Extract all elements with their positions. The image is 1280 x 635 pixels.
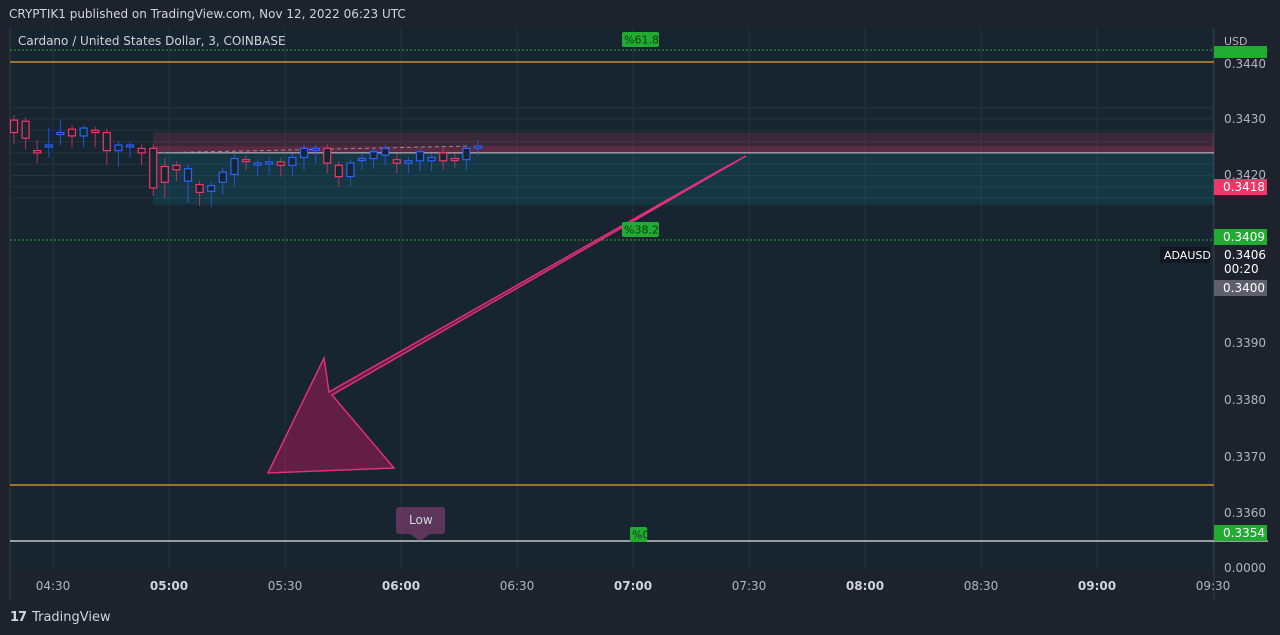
- price-tag-bg: [1214, 229, 1267, 245]
- tradingview-logo[interactable]: 17: [10, 609, 27, 625]
- candle-body[interactable]: [404, 160, 413, 164]
- x-tick-label: 06:00: [382, 579, 420, 593]
- x-tick-label: 05:00: [150, 579, 188, 593]
- candle-body[interactable]: [369, 151, 378, 160]
- candle-body[interactable]: [462, 147, 471, 161]
- candle-body[interactable]: [79, 127, 88, 137]
- candle-body[interactable]: [450, 157, 459, 162]
- candle-body[interactable]: [357, 157, 367, 162]
- entry-projection-line: [154, 145, 467, 154]
- footer: 17 TradingView: [10, 607, 111, 627]
- candle-body[interactable]: [56, 131, 65, 136]
- ticker-badge: ADAUSD: [1164, 249, 1211, 262]
- candle-body[interactable]: [334, 164, 343, 178]
- candle-body[interactable]: [265, 161, 274, 165]
- candle-body[interactable]: [44, 144, 53, 148]
- candle-body[interactable]: [172, 164, 181, 171]
- candle-body[interactable]: [91, 129, 100, 134]
- currency-label: USD: [1224, 35, 1248, 48]
- y-tick-label: 0.3370: [1224, 450, 1266, 464]
- last-price-label: 0.3406: [1224, 248, 1266, 262]
- candle-body[interactable]: [241, 159, 251, 163]
- ticker-badge-bg: [1160, 247, 1210, 263]
- candle-body[interactable]: [230, 157, 239, 175]
- candle-body[interactable]: [439, 152, 448, 162]
- candle-body[interactable]: [160, 165, 169, 183]
- fib-label-382-bg: [622, 222, 659, 237]
- candle-body[interactable]: [21, 120, 30, 139]
- candle-body[interactable]: [323, 147, 332, 164]
- fib-618-price-tag: [1214, 46, 1267, 58]
- candle-body[interactable]: [381, 147, 390, 156]
- x-tick-label: 07:00: [614, 579, 652, 593]
- candle-body[interactable]: [392, 159, 401, 164]
- publisher-text: CRYPTIK1 published on TradingView.com, N…: [9, 7, 406, 21]
- price-tag-label: 0.3418: [1223, 180, 1265, 194]
- low-callout-bg[interactable]: [396, 507, 445, 534]
- candle-body[interactable]: [299, 147, 309, 159]
- short-target-zone[interactable]: [153, 152, 1214, 205]
- x-tick-label: 05:30: [268, 579, 303, 593]
- fib-label-618-bg: [622, 32, 659, 47]
- candle-body[interactable]: [415, 151, 425, 162]
- price-tag-label: 0.3354: [1223, 526, 1265, 540]
- candle-body[interactable]: [207, 185, 216, 192]
- y-tick-label: 0.3420: [1224, 168, 1266, 182]
- short-stop-zone[interactable]: [153, 132, 1214, 153]
- fib-label-0: %0: [632, 529, 649, 542]
- fib-label-382: %38.2: [624, 224, 659, 237]
- price-tag-label: 0.3409: [1223, 230, 1265, 244]
- candle-body[interactable]: [195, 183, 204, 194]
- publisher-line: CRYPTIK1 published on TradingView.com, N…: [0, 0, 1280, 28]
- x-tick-label: 08:00: [846, 579, 884, 593]
- candle-body[interactable]: [137, 147, 146, 154]
- x-tick-label: 06:30: [500, 579, 535, 593]
- candle-body[interactable]: [218, 171, 227, 183]
- x-tick-label: 09:00: [1078, 579, 1116, 593]
- y-tick-label: 0.3390: [1224, 336, 1266, 350]
- candle-body[interactable]: [276, 161, 285, 166]
- x-tick-label: 08:30: [964, 579, 999, 593]
- candle-body[interactable]: [9, 119, 19, 134]
- fib-label-618: %61.8: [624, 34, 659, 47]
- tradingview-brand[interactable]: TradingView: [32, 609, 111, 625]
- low-callout-pointer: [410, 534, 430, 541]
- candle-body[interactable]: [125, 144, 135, 148]
- countdown-label: 00:20: [1224, 262, 1259, 276]
- time-axis-bg: [10, 570, 1214, 600]
- candle-body[interactable]: [33, 150, 42, 154]
- candle-body[interactable]: [288, 156, 297, 166]
- y-tick-label: 0.3440: [1224, 57, 1266, 71]
- price-tag-bg: [1214, 280, 1267, 296]
- y-tick-label: 0.0000: [1224, 561, 1266, 575]
- low-callout-label: Low: [409, 513, 433, 527]
- price-tag-bg: [1214, 179, 1267, 195]
- plot-area[interactable]: [10, 28, 1214, 570]
- x-tick-label: 04:30: [36, 579, 71, 593]
- symbol-title: Cardano / United States Dollar, 3, COINB…: [18, 34, 286, 48]
- candle-body[interactable]: [346, 162, 355, 178]
- candle-body[interactable]: [102, 131, 111, 152]
- price-tag-label: 0.3400: [1223, 281, 1265, 295]
- candle-body[interactable]: [67, 128, 77, 137]
- candle-body[interactable]: [149, 147, 158, 189]
- candle-body[interactable]: [311, 147, 320, 151]
- candle-body[interactable]: [427, 156, 436, 162]
- trend-arrow-drawing[interactable]: [266, 155, 747, 474]
- price-chart[interactable]: %61.8 %38.2 %0 Low Cardano / United States D…: [0, 0, 1280, 607]
- x-tick-label: 07:30: [732, 579, 767, 593]
- y-tick-label: 0.3380: [1224, 393, 1266, 407]
- fib-label-0-bg: [630, 527, 648, 542]
- y-tick-label: 0.3360: [1224, 506, 1266, 520]
- candle-body[interactable]: [114, 144, 123, 152]
- candle-body[interactable]: [183, 168, 193, 182]
- x-tick-label: 09:30: [1196, 579, 1231, 593]
- candle-body[interactable]: [473, 145, 483, 149]
- price-tag-bg: [1214, 525, 1267, 541]
- y-tick-label: 0.3430: [1224, 112, 1266, 126]
- candle-body[interactable]: [253, 162, 262, 166]
- current-loss-zone: [153, 146, 1214, 153]
